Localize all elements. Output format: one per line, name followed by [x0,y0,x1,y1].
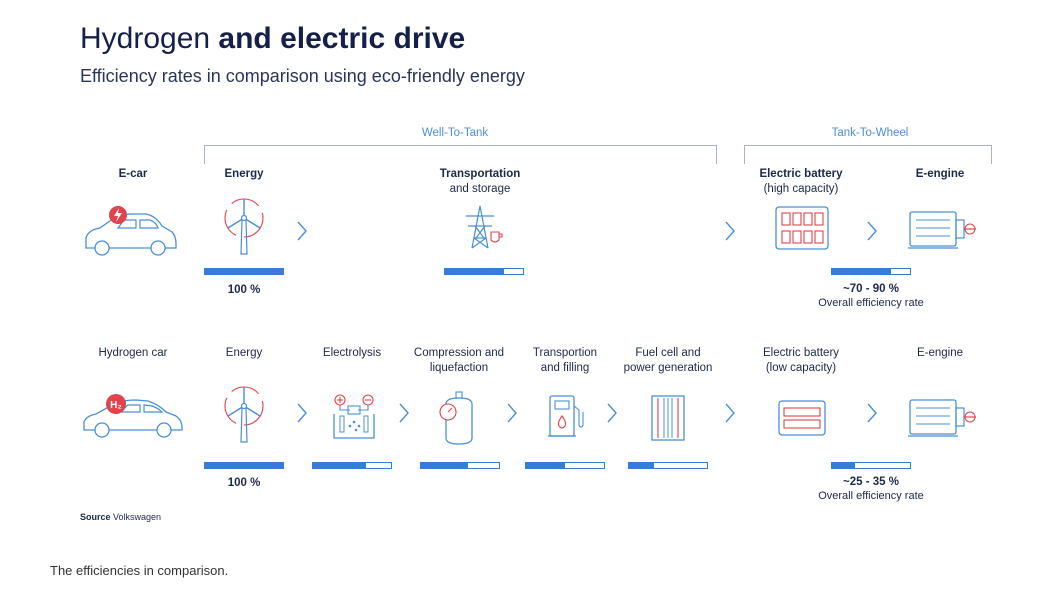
hcar-energy-percent: 100 % [227,477,261,489]
title-light: Hydrogen [80,22,211,55]
chevron-right-icon [607,403,617,423]
source-value: Volkswagen [113,512,162,522]
bar-fill [629,463,654,468]
hcar-compression-label: Compression and liquefaction [413,347,505,374]
hcar-energy-efficiency-bar [204,462,284,469]
bar-fill [421,463,468,468]
hcar-engine-label: E-engine [916,347,964,359]
ecar-battery-label: Electric battery (high capacity) [759,168,843,195]
source-note: Source Volkswagen [80,512,161,522]
wind-turbine-icon [224,198,264,255]
chevron-right-icon [297,403,307,423]
chevron-right-icon [399,403,409,423]
well-to-tank-bracket [204,145,717,164]
ecar-label: E-car [118,168,148,180]
tank-to-wheel-bracket [744,145,992,164]
chevron-right-icon [867,221,877,241]
bar-fill [832,269,891,274]
electric-motor-icon [908,211,976,249]
hcar-label: Hydrogen car [98,347,168,359]
ecar-engine-label: E-engine [915,168,965,180]
ecar-energy-efficiency-bar [204,268,284,275]
hydrogen-tank-icon [439,391,473,445]
source-label: Source [80,512,111,522]
hcar-electrolysis-efficiency-bar [312,462,392,469]
fuel-pump-icon [548,395,584,437]
well-to-tank-label: Well-To-Tank [421,127,489,139]
hydrogen-car-icon: H₂ [83,394,183,438]
electric-car-icon [85,206,177,256]
chevron-right-icon [297,221,307,241]
h2-badge: H₂ [110,400,122,411]
high-capacity-battery-icon [775,206,829,250]
title-bold: and electric drive [218,22,466,55]
hcar-overall-percent: ~25 - 35 % [843,476,899,488]
page-subtitle: Efficiency rates in comparison using eco… [80,66,525,86]
tank-to-wheel-label: Tank-To-Wheel [831,127,909,139]
electrolysis-icon [333,394,375,439]
ecar-overall-label: Overall efficiency rate [818,297,924,309]
figure-caption: The efficiencies in comparison. [50,563,229,578]
bar-fill [832,463,856,468]
bar-fill [313,463,367,468]
ecar-overall-percent: ~70 - 90 % [843,283,899,295]
bar-fill [445,269,504,274]
hcar-fuelcell-label: Fuel cell and power generation [623,347,713,374]
bar-fill [526,463,565,468]
bar-fill [205,269,283,274]
wind-turbine-icon [224,386,264,443]
low-capacity-battery-icon [778,400,826,436]
hcar-electrolysis-label: Electrolysis [322,347,382,359]
electric-motor-icon [908,399,976,437]
power-pylon-icon [466,205,503,249]
chevron-right-icon [725,221,735,241]
hcar-overall-efficiency-bar [831,462,911,469]
ecar-overall-efficiency-bar [831,268,911,275]
hcar-overall-label: Overall efficiency rate [818,490,924,502]
chevron-right-icon [867,403,877,423]
ecar-transport-efficiency-bar [444,268,524,275]
chevron-right-icon [507,403,517,423]
ecar-energy-percent: 100 % [227,284,261,296]
chevron-right-icon [725,403,735,423]
hcar-battery-label: Electric battery (low capacity) [762,347,840,374]
hcar-compression-efficiency-bar [420,462,500,469]
hcar-transportion-label: Transportion and filling [532,347,598,374]
ecar-energy-label: Energy [224,168,264,180]
page-title: Hydrogen and electric drive [80,22,465,56]
fuel-cell-icon [651,395,685,441]
ecar-transport-label: Transportation and storage [439,168,521,195]
hcar-energy-label: Energy [225,347,263,359]
bar-fill [205,463,283,468]
hcar-transportion-efficiency-bar [525,462,605,469]
hcar-fuelcell-efficiency-bar [628,462,708,469]
